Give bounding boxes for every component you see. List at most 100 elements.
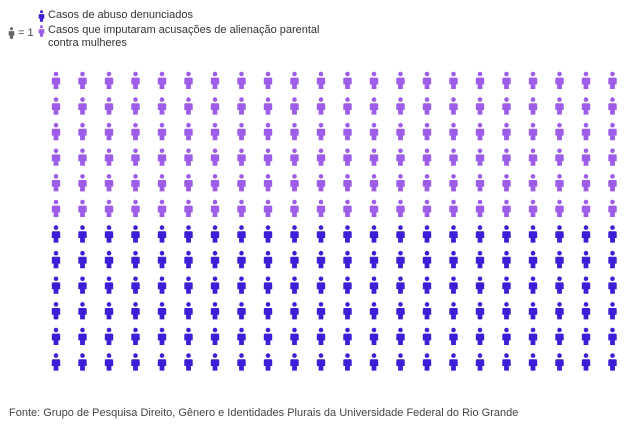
person-icon-abuso (449, 276, 458, 294)
person-icon-alienacao (184, 199, 193, 217)
person-icon-alienacao (555, 122, 564, 141)
person-icon-alienacao (131, 148, 140, 166)
person-icon-alienacao (343, 97, 352, 115)
person-icon-abuso (237, 276, 246, 294)
person-icon-alienacao (184, 148, 193, 166)
person-icon-abuso (131, 276, 140, 294)
person-icon-alienacao (263, 148, 273, 166)
person-icon-alienacao (316, 199, 326, 217)
unit-key: = 1 (8, 26, 34, 40)
person-icon-abuso (581, 250, 591, 269)
person-icon-abuso (290, 353, 299, 371)
person-icon-abuso (263, 353, 273, 371)
person-icon-abuso (422, 276, 432, 294)
person-icon-abuso (157, 250, 167, 269)
person-icon-alienacao (263, 199, 273, 217)
person-icon-abuso (422, 302, 432, 320)
person-icon-alienacao (502, 97, 511, 115)
person-icon-alienacao (263, 122, 273, 141)
person-icon-abuso (502, 276, 511, 294)
person-icon-abuso (184, 327, 193, 345)
person-icon-abuso (555, 302, 564, 320)
person-icon-abuso (78, 327, 87, 345)
person-icon-abuso (581, 353, 591, 371)
person-icon-abuso (528, 276, 538, 294)
person-icon-abuso (316, 353, 326, 371)
person-icon-abuso (184, 250, 193, 269)
person-icon-abuso (210, 302, 220, 320)
pictogram-chart (51, 71, 617, 371)
person-icon-abuso (369, 250, 379, 269)
person-icon-alienacao (449, 174, 458, 192)
person-icon-alienacao (237, 174, 246, 192)
person-icon-abuso (131, 302, 140, 320)
person-icon-abuso (263, 225, 273, 243)
person-icon-alienacao (528, 97, 538, 115)
person-icon-abuso (263, 276, 273, 294)
person-icon-abuso (581, 327, 591, 345)
person-icon-alienacao (396, 122, 405, 141)
person-icon-alienacao (475, 199, 485, 217)
person-icon-alienacao (184, 71, 193, 89)
person-icon-alienacao (449, 97, 458, 115)
person-icon-abuso (608, 353, 617, 371)
person-icon-abuso (475, 327, 485, 345)
person-icon (38, 10, 45, 22)
person-icon-alienacao (581, 71, 591, 89)
person-icon-alienacao (290, 97, 299, 115)
person-icon-abuso (396, 276, 405, 294)
person-icon-alienacao (210, 122, 220, 141)
person-icon-abuso (290, 250, 299, 269)
person-icon-alienacao (475, 71, 485, 89)
person-icon-alienacao (396, 199, 405, 217)
person-icon-abuso (157, 276, 167, 294)
person-icon-abuso (422, 327, 432, 345)
person-icon-alienacao (369, 174, 379, 192)
person-icon-abuso (369, 353, 379, 371)
person-icon-alienacao (210, 71, 220, 89)
person-icon-abuso (581, 225, 591, 243)
person-icon-abuso (51, 353, 61, 371)
person-icon-alienacao (104, 174, 114, 192)
person-icon-abuso (157, 225, 167, 243)
person-icon-abuso (502, 327, 511, 345)
person-icon-alienacao (396, 71, 405, 89)
person-icon-abuso (131, 353, 140, 371)
person-icon-alienacao (131, 199, 140, 217)
person-icon-abuso (369, 302, 379, 320)
person-icon-abuso (475, 276, 485, 294)
person-icon-abuso (78, 225, 87, 243)
person-icon-abuso (210, 250, 220, 269)
person-icon-abuso (316, 250, 326, 269)
person-icon-alienacao (581, 122, 591, 141)
person-icon-abuso (475, 250, 485, 269)
person-icon-abuso (343, 302, 352, 320)
person-icon-alienacao (608, 122, 617, 141)
person-icon-alienacao (422, 71, 432, 89)
person-icon-alienacao (422, 199, 432, 217)
person-icon-alienacao (581, 174, 591, 192)
person-icon-abuso (475, 225, 485, 243)
person-icon-abuso (449, 302, 458, 320)
person-icon-alienacao (555, 148, 564, 166)
person-icon-alienacao (343, 199, 352, 217)
person-icon-abuso (396, 327, 405, 345)
person-icon-alienacao (263, 71, 273, 89)
person-icon-abuso (263, 302, 273, 320)
person-icon-alienacao (555, 97, 564, 115)
person-icon-alienacao (157, 148, 167, 166)
person-icon-alienacao (51, 199, 61, 217)
unit-key-label: = 1 (18, 27, 34, 39)
person-icon-abuso (290, 225, 299, 243)
person-icon-alienacao (51, 97, 61, 115)
person-icon-abuso (131, 327, 140, 345)
person-icon-alienacao (104, 199, 114, 217)
person-icon-abuso (104, 353, 114, 371)
person-icon-alienacao (316, 174, 326, 192)
person-icon-abuso (422, 353, 432, 371)
person-icon-alienacao (131, 71, 140, 89)
person-icon-alienacao (581, 97, 591, 115)
person-icon-alienacao (210, 97, 220, 115)
person-icon-abuso (343, 353, 352, 371)
person-icon-abuso (104, 327, 114, 345)
